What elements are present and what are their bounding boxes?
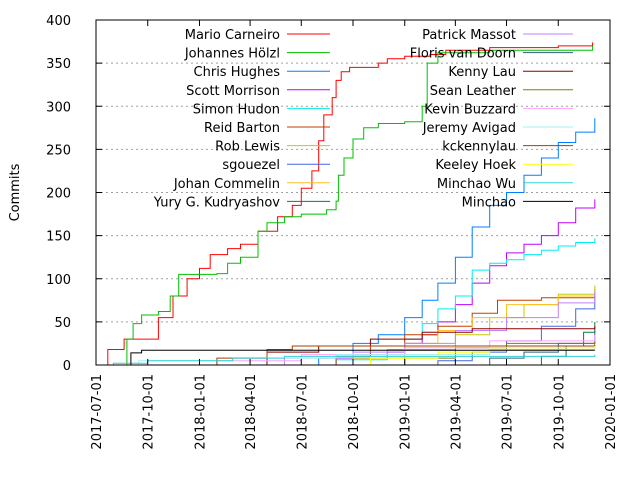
y-axis-ticks: 0 50 100 150 200 250 300 350 400 [46, 14, 610, 374]
series-line [318, 289, 596, 366]
y-tick-label: 100 [46, 273, 71, 288]
legend-label: Mario Carneiro [185, 28, 280, 43]
legend-label: Patrick Massot [422, 28, 516, 43]
legend-label: Kevin Buzzard [424, 102, 516, 117]
x-tick-label: 2018-10-01 [347, 374, 362, 450]
y-tick-label: 400 [46, 14, 71, 29]
y-tick-label: 50 [54, 316, 71, 331]
legend-label: Chris Hughes [194, 65, 281, 80]
y-tick-label: 200 [46, 187, 71, 202]
x-tick-label: 2019-01-01 [399, 374, 414, 450]
series-line [284, 118, 596, 366]
legend-label: Keeley Hoek [435, 158, 516, 173]
series-line [103, 42, 594, 366]
x-tick-label: 2019-04-01 [449, 374, 464, 450]
x-tick-label: 2017-07-01 [90, 374, 105, 450]
legend-label: kckennylau [442, 140, 516, 155]
x-tick-label: 2018-04-01 [244, 374, 259, 450]
y-tick-label: 300 [46, 100, 71, 115]
legend-label: Yury G. Kudryashov [153, 195, 281, 210]
series-line [318, 346, 596, 366]
x-tick-label: 2020-01-01 [604, 374, 619, 450]
legend-label: Floris van Doorn [410, 47, 516, 62]
x-tick-label: 2017-10-01 [142, 374, 157, 450]
series-line [113, 346, 596, 366]
series-line [267, 199, 596, 366]
y-axis-label: Commits [8, 163, 23, 221]
legend-label: Jeremy Avigad [422, 121, 516, 136]
x-tick-label: 2018-07-01 [295, 374, 310, 450]
series-line [124, 45, 594, 366]
legend-label: Minchao Wu [437, 177, 516, 192]
legend-label: Reid Barton [204, 121, 280, 136]
x-tick-label: 2018-01-01 [193, 374, 208, 450]
legend-label: Simon Hudon [193, 102, 280, 117]
legend-label: Kenny Lau [448, 65, 516, 80]
y-tick-label: 0 [63, 359, 71, 374]
legend-label: Sean Leather [430, 84, 517, 99]
legend-label: Johannes Hölzl [184, 47, 280, 62]
legend-label: sgouezel [222, 158, 280, 173]
legend-label: Minchao [462, 195, 516, 210]
legend-label: Scott Morrison [186, 84, 280, 99]
legend-label: Rob Lewis [215, 140, 280, 155]
x-tick-label: 2019-10-01 [552, 374, 567, 450]
x-tick-label: 2019-07-01 [501, 374, 516, 450]
legend-label: Johan Commelin [173, 177, 280, 192]
series-lines [103, 42, 596, 366]
legend: Mario Carneiro Johannes Hölzl Chris Hughes… [153, 28, 573, 210]
y-tick-label: 250 [46, 143, 71, 158]
y-tick-label: 150 [46, 230, 71, 245]
y-tick-label: 350 [46, 57, 71, 72]
series-line [103, 354, 596, 366]
grid-lines [96, 62, 610, 323]
series-line [267, 238, 596, 366]
series-line [113, 344, 596, 366]
x-axis-ticks: 2017-07-01 2017-10-01 2018-01-01 2018-04-01… [90, 20, 619, 450]
